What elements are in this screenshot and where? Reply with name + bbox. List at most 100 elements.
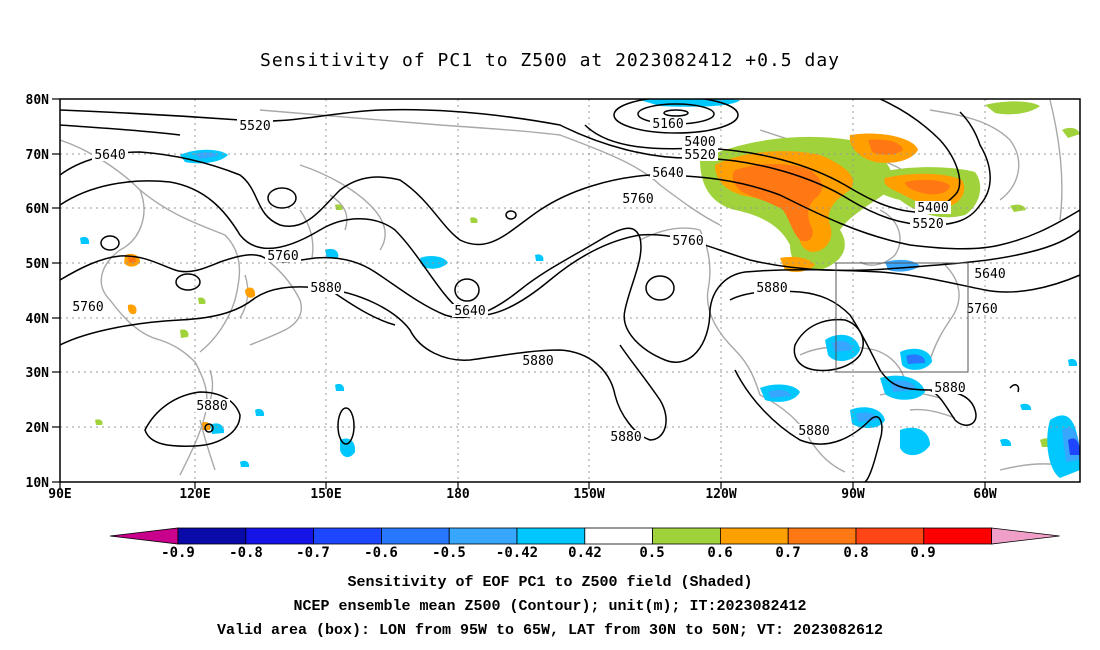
contour-label: 5880	[610, 430, 641, 445]
contour-label: 5760	[72, 300, 103, 315]
lon-label: 90E	[48, 487, 71, 502]
colorbar-over-triangle	[991, 527, 1060, 545]
contour-label-bg	[452, 304, 488, 317]
contour-label-bg	[932, 381, 968, 394]
lat-label: 40N	[26, 312, 50, 327]
lat-label: 30N	[26, 366, 50, 381]
contour-label-bg	[92, 148, 128, 161]
lat-label: 70N	[26, 148, 50, 163]
lon-label: 150W	[573, 487, 604, 502]
lat-label: 10N	[26, 476, 50, 491]
colorbar	[109, 527, 1060, 545]
contour-label: 5520	[239, 119, 270, 134]
lon-label: 120W	[705, 487, 736, 502]
colorbar-under-triangle	[109, 527, 179, 545]
colorbar-label: -0.7	[296, 545, 330, 561]
contour-label: 5400	[917, 201, 948, 216]
z500-contours	[60, 99, 1080, 482]
colorbar-label: 0.42	[568, 545, 602, 561]
colorbar-labels: -0.9 -0.8 -0.7 -0.6 -0.5 -0.42 0.42 0.5 …	[161, 545, 936, 561]
contour-label: 5880	[310, 281, 341, 296]
lat-labels: 80N 70N 60N 50N 40N 30N 20N 10N	[26, 93, 50, 491]
colorbar-segment	[313, 527, 382, 545]
contour-label: 5640	[454, 304, 485, 319]
figure-title: Sensitivity of PC1 to Z500 at 2023082412…	[259, 50, 840, 71]
colorbar-segment	[245, 527, 315, 545]
contour-label: 5880	[798, 424, 829, 439]
footer-line-2: NCEP ensemble mean Z500 (Contour); unit(…	[293, 598, 807, 615]
lon-labels: 90E 120E 150E 180 150W 120W 90W 60W	[48, 487, 997, 502]
contour-label-bg	[620, 192, 656, 205]
contour-label: 5160	[652, 117, 683, 132]
contour-label-bg	[754, 281, 790, 294]
contour-label: 5880	[196, 399, 227, 414]
contour-label-bg	[308, 281, 344, 294]
contour-label: 5520	[912, 217, 943, 232]
shaded-field	[80, 99, 1080, 478]
contour-label: 5880	[522, 354, 553, 369]
lon-label: 90W	[841, 487, 865, 502]
contour-label: 5520	[684, 148, 715, 163]
contour-label: 5760	[966, 302, 997, 317]
footer-line-3: Valid area (box): LON from 95W to 65W, L…	[216, 622, 884, 639]
colorbar-label: -0.6	[364, 545, 398, 561]
contour-label: 5640	[652, 166, 683, 181]
map-frame	[59, 98, 1081, 483]
contour-label-bg	[796, 424, 832, 437]
contour-label-bg	[972, 267, 1008, 280]
contour-label: 5760	[267, 249, 298, 264]
colorbar-segment	[380, 527, 450, 545]
contour-label-bg	[194, 399, 230, 412]
contour-label: 5760	[672, 234, 703, 249]
colorbar-label: 0.7	[775, 545, 800, 561]
contour-label-bg	[682, 135, 718, 148]
lat-label: 80N	[26, 93, 50, 108]
colorbar-segment	[923, 527, 992, 545]
colorbar-label: -0.42	[496, 545, 538, 561]
contour-label-bg	[608, 430, 644, 443]
contour-label-bg	[910, 217, 946, 230]
contour-label-bg	[670, 234, 706, 247]
contour-label-bg	[682, 148, 718, 161]
contour-label-bg	[265, 249, 301, 262]
axis-ticks	[52, 98, 986, 489]
contour-label: 5640	[94, 148, 125, 163]
contour-label-bg	[520, 354, 556, 367]
colorbar-label: 0.8	[843, 545, 868, 561]
colorbar-segment	[584, 527, 653, 545]
colorbar-label: -0.9	[161, 545, 195, 561]
lat-label: 50N	[26, 257, 50, 272]
valid-area-box	[835, 262, 969, 373]
contour-label-bg	[915, 201, 951, 214]
lon-label: 150E	[310, 487, 341, 502]
contour-label: 5640	[974, 267, 1005, 282]
contour-label: 5880	[756, 281, 787, 296]
colorbar-label: 0.6	[707, 545, 732, 561]
gridlines	[60, 99, 1080, 482]
contour-label: 5880	[934, 381, 965, 396]
colorbar-label: -0.5	[432, 545, 466, 561]
contour-label-bg	[650, 166, 686, 179]
colorbar-label: 0.9	[910, 545, 935, 561]
lon-label: 60W	[973, 487, 997, 502]
colorbar-segment	[787, 527, 857, 545]
colorbar-label: -0.8	[229, 545, 263, 561]
colorbar-segment	[720, 527, 789, 545]
colorbar-segment	[652, 527, 721, 545]
contour-label-bg	[964, 302, 1000, 315]
contour-label-bg	[70, 300, 106, 313]
colorbar-segment	[855, 527, 925, 545]
footer-line-1: Sensitivity of EOF PC1 to Z500 field (Sh…	[347, 574, 753, 591]
colorbar-segment	[516, 527, 586, 545]
contour-label-bg	[237, 119, 273, 132]
lat-label: 60N	[26, 202, 50, 217]
contour-labels: 5160540055205520540055205640564057605640…	[70, 117, 1008, 445]
lon-label: 120E	[179, 487, 210, 502]
contour-label: 5760	[622, 192, 653, 207]
colorbar-label: 0.5	[639, 545, 664, 561]
colorbar-segment	[177, 527, 247, 545]
lon-label: 180	[446, 487, 470, 502]
contour-label-bg	[650, 117, 686, 130]
